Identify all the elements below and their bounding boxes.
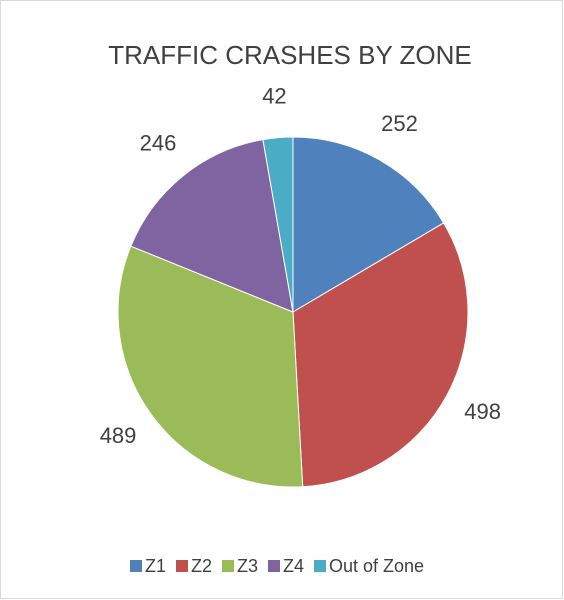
pie-slice [292, 222, 469, 488]
data-label: 489 [100, 423, 137, 448]
legend-swatch [130, 560, 142, 572]
data-label: 42 [262, 84, 286, 109]
legend-label: Z2 [191, 556, 212, 576]
data-label: 252 [381, 111, 418, 136]
pie-slice [117, 245, 304, 488]
data-label: 498 [464, 399, 501, 424]
pie-slice [292, 136, 445, 313]
legend-label: Z1 [145, 556, 166, 576]
pie-slice [130, 139, 294, 313]
legend-label: Out of Zone [329, 556, 424, 576]
legend-label: Z4 [283, 556, 304, 576]
legend-swatch [314, 560, 326, 572]
legend-label: Z3 [237, 556, 258, 576]
data-label: 246 [140, 130, 177, 155]
chart-title: TRAFFIC CRASHES BY ZONE [108, 40, 472, 70]
pie-slice [262, 136, 294, 313]
legend-swatch [268, 560, 280, 572]
legend-swatch [222, 560, 234, 572]
legend-swatch [176, 560, 188, 572]
